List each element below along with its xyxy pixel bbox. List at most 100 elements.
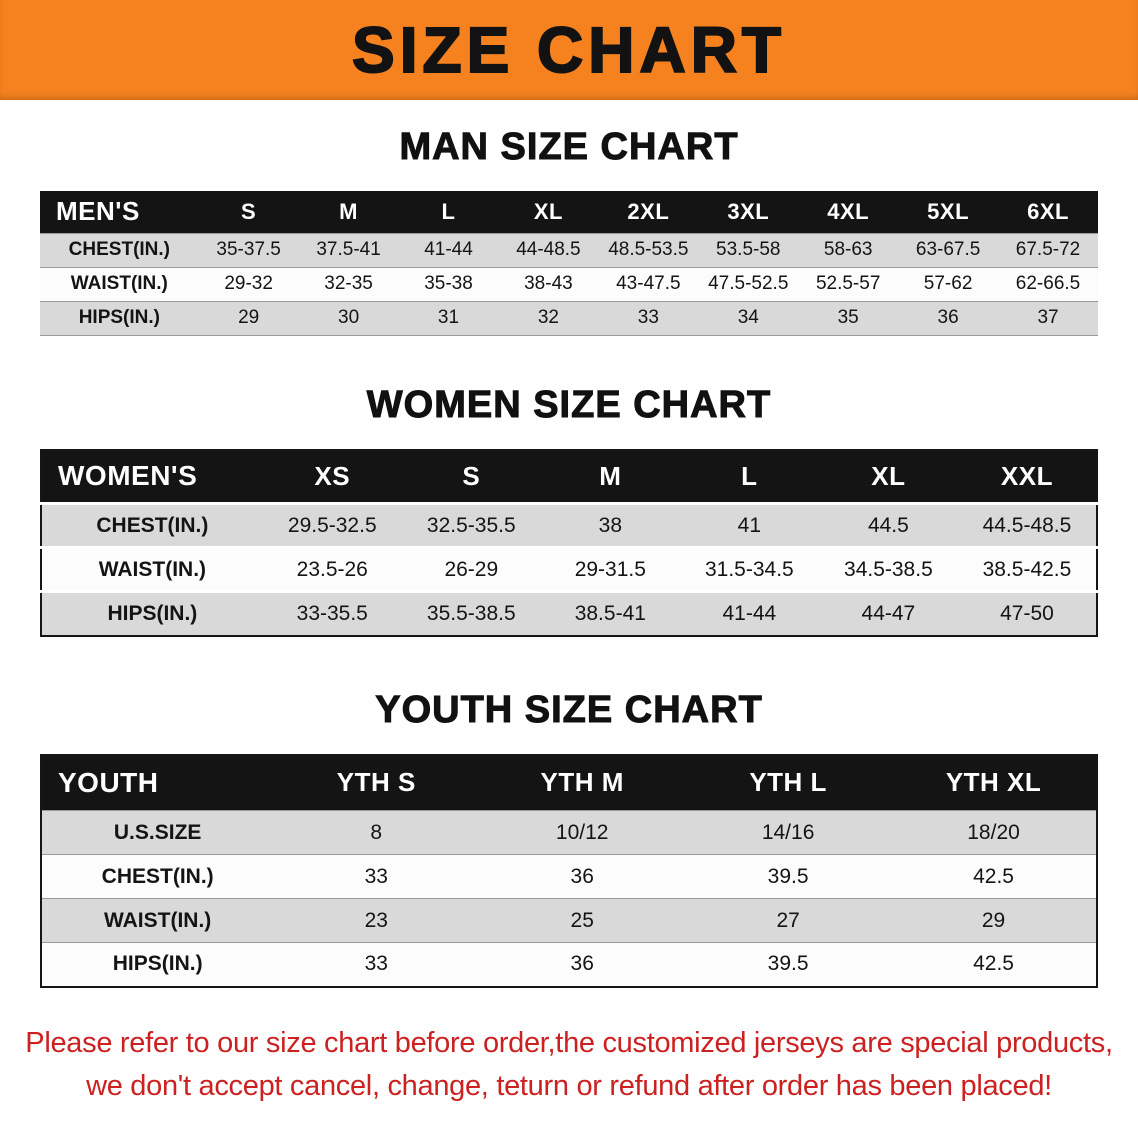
measure-value-cell: 44-47	[861, 601, 916, 625]
measure-value-cell: 30	[338, 307, 360, 328]
table-title-cell: MEN'S	[56, 196, 140, 227]
measure-value-cell: 47.5-52.5	[708, 273, 789, 294]
table-header-row: YOUTH YTH S YTH M YTH L YTH XL	[41, 754, 1097, 811]
table-row: HIPS(IN.) 29 30 31 32 33 34 35 36 37	[40, 301, 1098, 335]
men-size-section: MAN SIZE CHART MEN'S S M L XL 2XL 3XL 4XL 5XL 6XL…	[0, 126, 1138, 336]
measure-value-cell: 44-48.5	[516, 239, 581, 260]
measure-label-cell: CHEST(IN.)	[68, 239, 170, 260]
women-section-heading: WOMEN SIZE CHART	[366, 383, 772, 426]
measure-value-cell: 29-32	[224, 273, 273, 294]
table-row: CHEST(IN.) 35-37.5 37.5-41 41-44 44-48.5 48.5…	[40, 233, 1098, 267]
table-row: WAIST(IN.) 23.5-26 26-29 29-31.5 31.5-34.5 34…	[41, 547, 1097, 592]
measure-value-cell: 32-35	[324, 273, 373, 294]
youth-size-table: YOUTH YTH S YTH M YTH L YTH XL U.S.SIZE 8 10/12…	[40, 753, 1098, 988]
measure-value-cell: 29	[238, 307, 260, 328]
measure-value-cell: 33-35.5	[296, 601, 368, 625]
disclaimer-note: Please refer to our size chart before or…	[0, 1022, 1138, 1109]
measure-value-cell: 35	[837, 307, 859, 328]
measure-value-cell: 48.5-53.5	[608, 239, 689, 260]
size-header-cell: YTH S	[336, 767, 416, 798]
measure-value-cell: 35-38	[424, 273, 473, 294]
measure-label-cell: U.S.SIZE	[113, 820, 202, 844]
measure-value-cell: 35-37.5	[216, 239, 281, 260]
banner-title: SIZE CHART	[351, 14, 786, 86]
measure-value-cell: 36	[570, 952, 594, 976]
size-header-cell: 2XL	[627, 198, 670, 224]
measure-value-cell: 25	[570, 908, 594, 932]
women-size-section: WOMEN SIZE CHART WOMEN'S XS S M L XL XXL CHEST(…	[0, 383, 1138, 637]
men-size-table: MEN'S S M L XL 2XL 3XL 4XL 5XL 6XL CHEST(IN.) 35-37…	[40, 191, 1098, 336]
disclaimer-row: we don't accept cancel, change, teturn o…	[0, 1065, 1138, 1109]
size-header-cell: YTH M	[540, 767, 624, 798]
measure-value-cell: 53.5-58	[716, 239, 781, 260]
measure-value-cell: 44.5	[867, 513, 909, 537]
table-header-row: MEN'S S M L XL 2XL 3XL 4XL 5XL 6XL	[40, 191, 1098, 233]
measure-value-cell: 8	[370, 820, 383, 844]
table-row: WAIST(IN.) 23 25 27 29	[41, 898, 1097, 943]
size-header-cell: 3XL	[727, 198, 770, 224]
measure-value-cell: 41-44	[424, 239, 473, 260]
size-header-cell: 5XL	[927, 198, 970, 224]
measure-value-cell: 41-44	[722, 601, 777, 625]
measure-value-cell: 39.5	[767, 864, 809, 888]
table-title-cell: WOMEN'S	[58, 460, 198, 492]
measure-value-cell: 57-62	[923, 273, 973, 294]
measure-value-cell: 37	[1037, 307, 1059, 328]
measure-value-cell: 44.5-48.5	[982, 513, 1072, 537]
measure-value-cell: 23	[364, 908, 388, 932]
men-section-heading: MAN SIZE CHART	[399, 126, 739, 169]
size-header-cell: YTH XL	[945, 767, 1042, 798]
measure-value-cell: 29-31.5	[574, 557, 646, 581]
size-header-cell: M	[599, 460, 622, 491]
measure-value-cell: 38.5-41	[574, 601, 646, 625]
table-row: CHEST(IN.) 33 36 39.5 42.5	[41, 854, 1097, 899]
measure-label-cell: HIPS(IN.)	[107, 601, 198, 625]
measure-label-cell: WAIST(IN.)	[98, 557, 207, 581]
measure-value-cell: 14/16	[761, 820, 815, 844]
measure-value-cell: 23.5-26	[296, 557, 368, 581]
size-chart-banner: SIZE CHART	[0, 0, 1138, 100]
measure-value-cell: 58-63	[823, 239, 873, 260]
measure-value-cell: 47-50	[1000, 601, 1054, 625]
measure-value-cell: 39.5	[767, 952, 809, 976]
measure-value-cell: 29	[981, 908, 1006, 932]
measure-label-cell: CHEST(IN.)	[96, 513, 209, 537]
size-header-cell: L	[441, 198, 456, 224]
measure-value-cell: 35.5-38.5	[426, 601, 516, 625]
size-header-cell: 4XL	[827, 198, 870, 224]
women-size-table: WOMEN'S XS S M L XL XXL CHEST(IN.) 29.5-32.5 32.5…	[40, 448, 1098, 637]
measure-value-cell: 33	[637, 307, 659, 328]
table-row: CHEST(IN.) 29.5-32.5 32.5-35.5 38 41 44.5 44.5…	[41, 503, 1097, 548]
measure-value-cell: 32.5-35.5	[426, 513, 516, 537]
measure-label-cell: HIPS(IN.)	[78, 307, 160, 328]
measure-label-cell: WAIST(IN.)	[70, 273, 168, 294]
measure-value-cell: 52.5-57	[815, 273, 881, 294]
measure-label-cell: HIPS(IN.)	[112, 952, 203, 976]
disclaimer-row: Please refer to our size chart before or…	[0, 1022, 1138, 1066]
size-header-cell: XXL	[1000, 460, 1053, 491]
measure-value-cell: 63-67.5	[915, 239, 981, 260]
size-header-cell: L	[741, 460, 758, 491]
measure-value-cell: 36	[570, 864, 594, 888]
table-row: U.S.SIZE 8 10/12 14/16 18/20	[41, 810, 1097, 855]
size-header-cell: 6XL	[1027, 198, 1069, 224]
measure-value-cell: 26-29	[444, 557, 499, 581]
measure-value-cell: 67.5-72	[1015, 239, 1081, 260]
size-header-cell: XS	[314, 460, 351, 491]
measure-value-cell: 38-43	[524, 273, 573, 294]
measure-value-cell: 38	[598, 513, 622, 537]
measure-value-cell: 34	[737, 307, 759, 328]
measure-value-cell: 31	[437, 307, 460, 328]
measure-value-cell: 10/12	[555, 820, 609, 844]
measure-value-cell: 36	[937, 307, 959, 328]
measure-value-cell: 31.5-34.5	[704, 557, 794, 581]
measure-value-cell: 33	[364, 864, 388, 888]
measure-value-cell: 43-47.5	[616, 273, 681, 294]
size-header-cell: S	[462, 460, 481, 491]
measure-label-cell: WAIST(IN.)	[103, 908, 212, 932]
table-row: HIPS(IN.) 33-35.5 35.5-38.5 38.5-41 41-44 44-…	[41, 591, 1097, 636]
measure-value-cell: 34.5-38.5	[844, 557, 933, 581]
table-row: WAIST(IN.) 29-32 32-35 35-38 38-43 43-47.5 47.…	[40, 267, 1098, 301]
size-header-cell: M	[339, 198, 358, 224]
size-header-cell: XL	[533, 198, 563, 224]
